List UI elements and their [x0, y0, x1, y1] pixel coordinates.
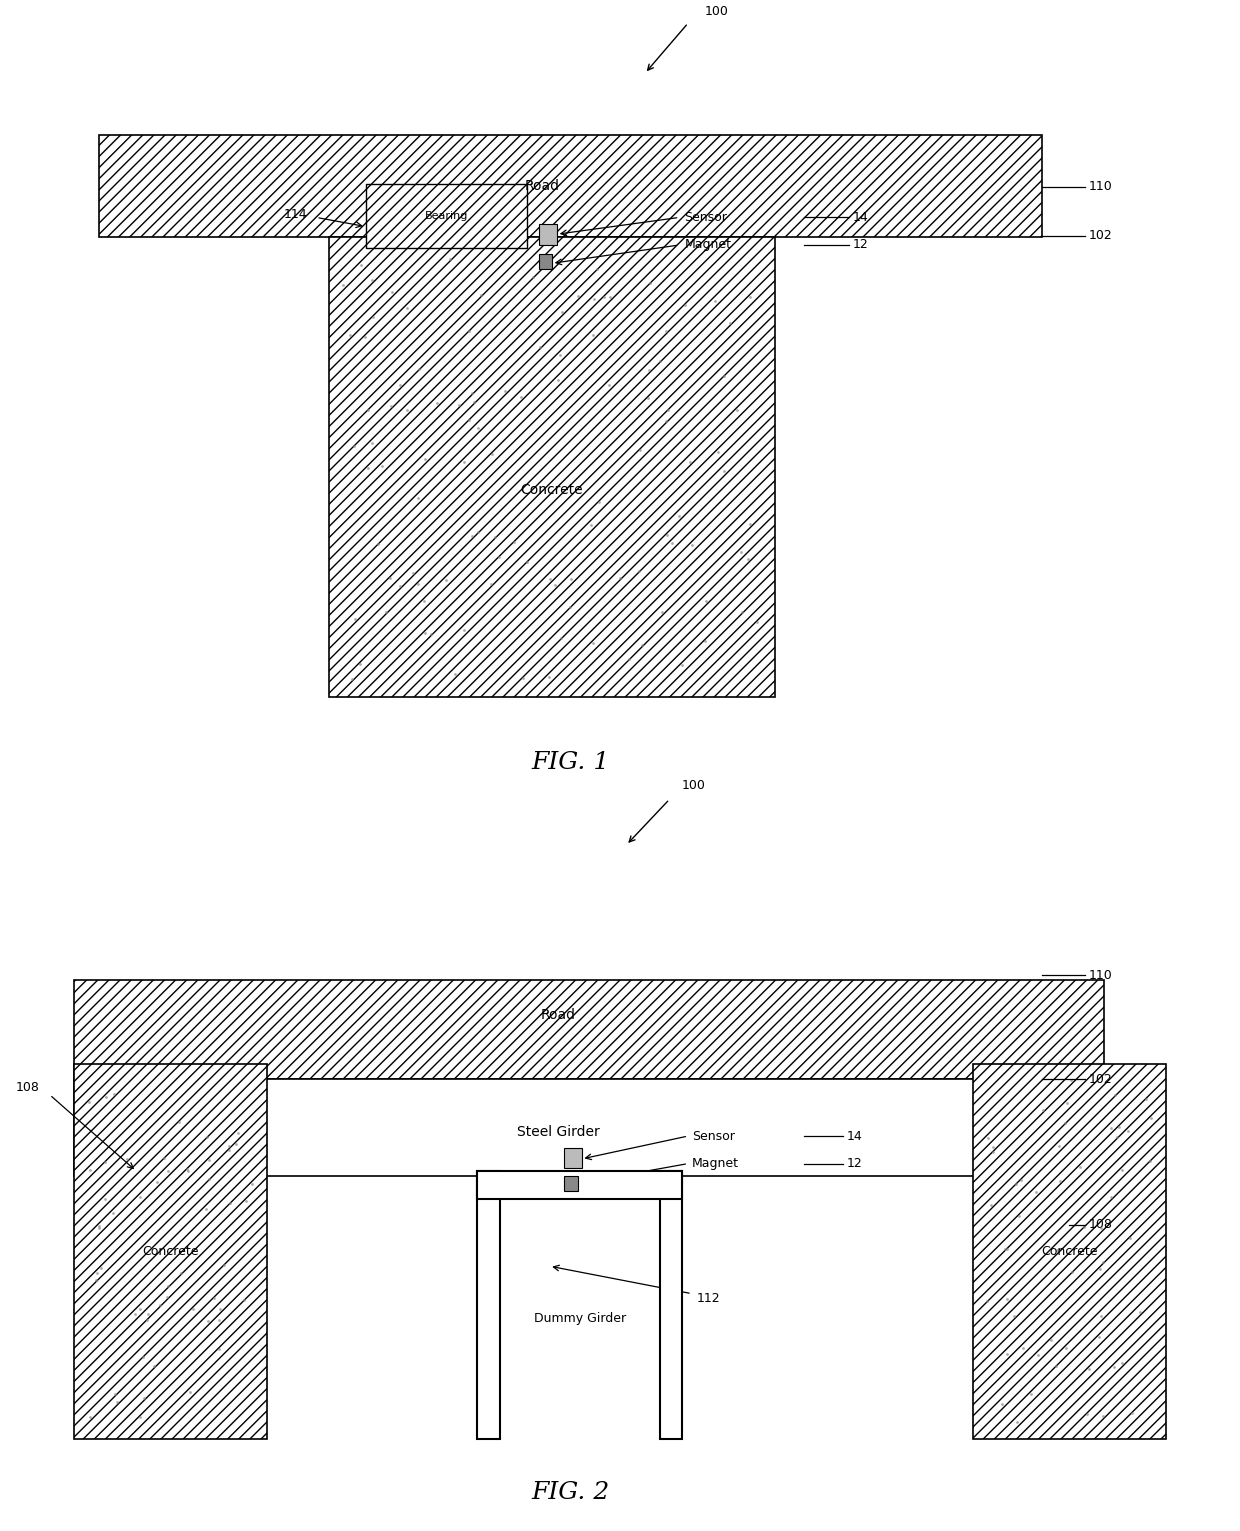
Text: 100: 100	[682, 779, 706, 792]
Text: 12: 12	[853, 239, 869, 251]
Text: 100: 100	[704, 6, 728, 18]
Bar	[477, 1171, 500, 1439]
Bar	[477, 1171, 682, 1199]
Bar	[74, 1079, 1104, 1176]
Text: Steel Girder: Steel Girder	[517, 1125, 599, 1139]
Text: 112: 112	[697, 1292, 720, 1304]
Text: Bearing: Bearing	[425, 211, 467, 220]
Text: Magnet: Magnet	[692, 1157, 739, 1170]
Text: Sensor: Sensor	[692, 1130, 735, 1142]
Text: 12: 12	[847, 1157, 863, 1170]
Bar	[973, 1064, 1166, 1439]
Text: FIG. 1: FIG. 1	[531, 750, 610, 775]
Text: Road: Road	[525, 179, 559, 193]
Bar	[539, 224, 557, 245]
Text: Concrete: Concrete	[1042, 1245, 1097, 1258]
Text: 102: 102	[1089, 1073, 1112, 1085]
Text: Concrete: Concrete	[521, 482, 583, 498]
Text: 108: 108	[16, 1081, 40, 1093]
Text: 108: 108	[1089, 1219, 1112, 1231]
Bar	[660, 1171, 682, 1439]
Text: 102: 102	[1089, 230, 1112, 242]
Text: Magnet: Magnet	[684, 239, 732, 251]
Text: Dummy Girder: Dummy Girder	[533, 1312, 626, 1324]
Text: Sensor: Sensor	[684, 211, 728, 224]
Bar	[329, 237, 775, 697]
Text: 14: 14	[853, 211, 869, 224]
Bar	[366, 184, 527, 248]
Text: 114: 114	[284, 208, 308, 220]
Text: 14: 14	[847, 1130, 863, 1142]
Bar	[564, 1148, 582, 1168]
Text: 110: 110	[1089, 181, 1112, 193]
Bar	[74, 980, 1104, 1079]
Text: Concrete: Concrete	[143, 1245, 198, 1258]
Text: 110: 110	[1089, 969, 1112, 981]
Bar	[564, 1176, 578, 1191]
Bar	[74, 1064, 267, 1439]
Bar	[99, 135, 1042, 237]
Bar	[539, 254, 552, 269]
Text: Road: Road	[541, 1007, 575, 1021]
Text: FIG. 2: FIG. 2	[531, 1480, 610, 1505]
